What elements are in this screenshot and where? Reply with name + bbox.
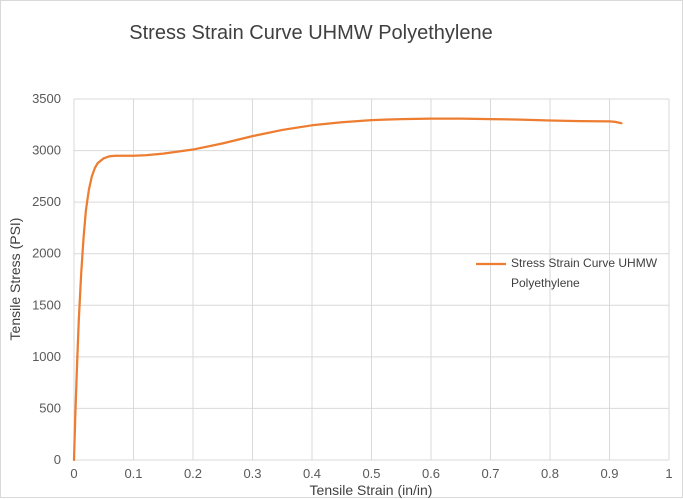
- legend-label: Stress Strain Curve UHMW: [511, 256, 658, 270]
- x-tick-label: 0: [70, 466, 77, 481]
- y-tick-label: 3500: [32, 91, 61, 106]
- x-tick-label: 0.9: [600, 466, 618, 481]
- x-tick-label: 0.4: [303, 466, 321, 481]
- legend: Stress Strain Curve UHMW Polyethylene: [476, 256, 658, 290]
- y-tick-label: 2000: [32, 246, 61, 261]
- x-tick-label: 1: [665, 466, 672, 481]
- y-tick-label: 0: [54, 452, 61, 467]
- x-tick-label: 0.5: [362, 466, 380, 481]
- series-line: [72, 117, 623, 462]
- y-tick-label: 1500: [32, 297, 61, 312]
- y-tick-label: 1000: [32, 349, 61, 364]
- x-tick-label: 0.6: [422, 466, 440, 481]
- chart-title: Stress Strain Curve UHMW Polyethylene: [129, 22, 492, 44]
- legend-label: Polyethylene: [511, 276, 580, 290]
- x-axis-title: Tensile Strain (in/in): [310, 482, 433, 498]
- x-tick-label: 0.3: [243, 466, 261, 481]
- x-tick-label: 0.1: [124, 466, 142, 481]
- y-tick-label: 3000: [32, 143, 61, 158]
- y-tick-label: 2500: [32, 194, 61, 209]
- series-lines: [72, 117, 623, 462]
- y-tick-label: 500: [39, 400, 61, 415]
- x-tick-label: 0.2: [184, 466, 202, 481]
- x-tick-label: 0.8: [541, 466, 559, 481]
- y-axis-title: Tensile Stress (PSI): [7, 218, 23, 341]
- x-tick-label: 0.7: [481, 466, 499, 481]
- tick-labels: 0 500 1000 1500 2000 2500 3000 3500 0 0.1 0.2 0.3 0.…: [32, 91, 673, 481]
- gridlines: [73, 98, 670, 461]
